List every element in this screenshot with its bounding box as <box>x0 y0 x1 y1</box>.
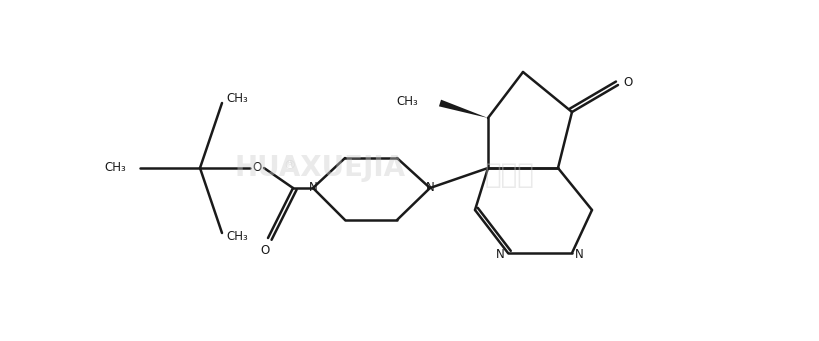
Text: N: N <box>574 248 583 261</box>
Text: O: O <box>260 244 269 257</box>
Text: N: N <box>308 181 317 194</box>
Text: CH₃: CH₃ <box>226 231 247 243</box>
Text: CH₃: CH₃ <box>396 95 418 108</box>
Text: 化学加: 化学加 <box>485 161 534 189</box>
Text: CH₃: CH₃ <box>104 162 126 175</box>
Text: ®: ® <box>283 160 296 173</box>
Text: N: N <box>425 181 434 194</box>
Text: N: N <box>495 248 505 261</box>
Text: O: O <box>252 162 261 175</box>
Text: O: O <box>622 75 631 89</box>
Text: CH₃: CH₃ <box>226 92 247 105</box>
Polygon shape <box>438 100 487 118</box>
Text: HUAXUEJIA: HUAXUEJIA <box>234 154 405 182</box>
